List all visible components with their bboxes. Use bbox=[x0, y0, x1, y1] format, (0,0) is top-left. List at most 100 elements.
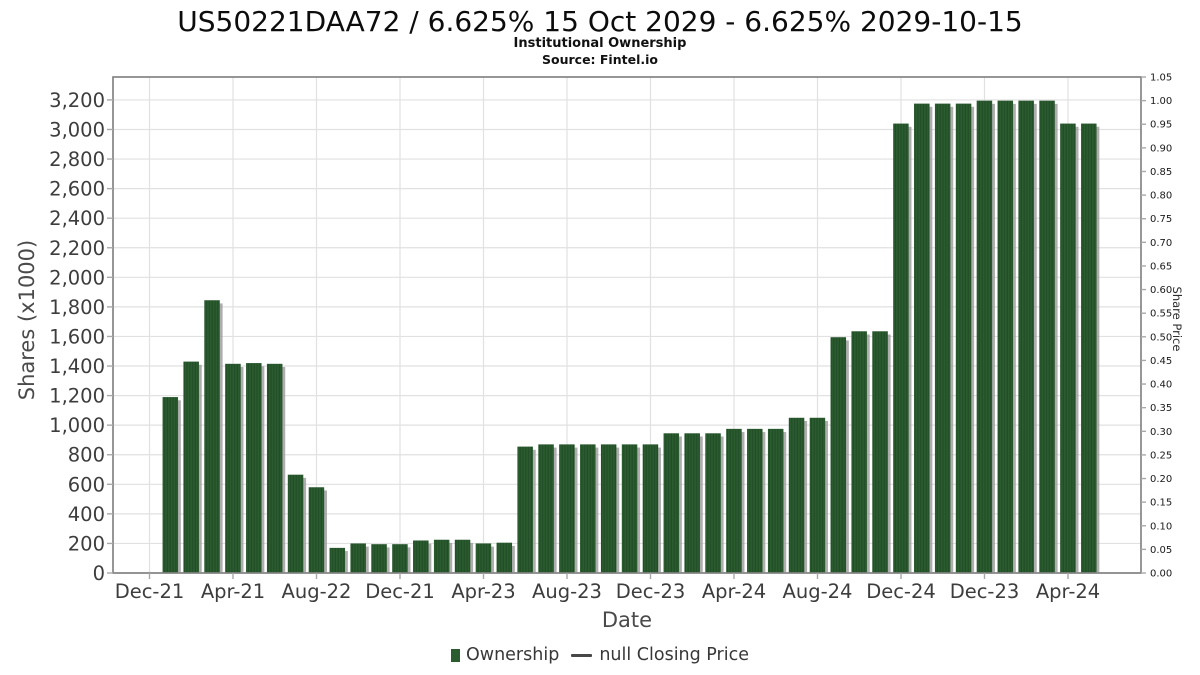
ownership-bar[interactable] bbox=[726, 428, 742, 573]
y-axis-tick-label-left: 2,600 bbox=[49, 178, 105, 201]
x-axis-tick-label: Dec-21 bbox=[115, 580, 185, 603]
x-axis-tick-label: Dec-24 bbox=[866, 580, 936, 603]
ownership-bar[interactable] bbox=[851, 331, 867, 573]
ownership-bar[interactable] bbox=[287, 474, 304, 573]
ownership-bar[interactable] bbox=[1018, 100, 1034, 574]
y-axis-tick-label-left: 1,200 bbox=[49, 385, 105, 408]
chart-title: US50221DAA72 / 6.625% 15 Oct 2029 - 6.62… bbox=[177, 5, 1023, 38]
y-axis-tick-label-left: 2,400 bbox=[49, 207, 105, 230]
ownership-bar[interactable] bbox=[663, 433, 680, 573]
bars-group bbox=[162, 100, 1100, 574]
legend-item-closing-price[interactable]: null Closing Price bbox=[571, 645, 749, 665]
ownership-bar[interactable] bbox=[621, 444, 638, 573]
y-axis-tick-label-right: 0.05 bbox=[1150, 545, 1172, 556]
chart-source: Source: Fintel.io bbox=[542, 52, 658, 67]
y-axis-tick-label-left: 3,000 bbox=[49, 118, 105, 141]
y-axis-tick-label-right: 0.30 bbox=[1150, 427, 1172, 438]
y-axis-tick-label-left: 1,600 bbox=[49, 325, 105, 348]
ownership-bar[interactable] bbox=[914, 103, 930, 574]
ownership-bar[interactable] bbox=[580, 444, 596, 573]
y-axis-tick-label-right: 0.45 bbox=[1150, 356, 1172, 367]
x-axis-tick-label: Aug-22 bbox=[282, 580, 352, 603]
y-axis-tick-label-left: 2,000 bbox=[49, 266, 105, 289]
ownership-bar[interactable] bbox=[1060, 123, 1076, 573]
y-axis-tick-label-right: 0.00 bbox=[1150, 569, 1172, 580]
ownership-bar[interactable] bbox=[642, 444, 659, 573]
ownership-bar[interactable] bbox=[684, 433, 700, 573]
y-axis-tick-label-right: 0.70 bbox=[1150, 238, 1172, 249]
y-axis-tick-label-left: 0 bbox=[93, 562, 105, 585]
ownership-bar[interactable] bbox=[517, 446, 533, 573]
ownership-bar[interactable] bbox=[747, 428, 763, 573]
ownership-bar[interactable] bbox=[433, 539, 450, 573]
ownership-bar[interactable] bbox=[329, 547, 346, 573]
ownership-bar[interactable] bbox=[371, 544, 387, 573]
y-axis-tick-label-left: 1,000 bbox=[49, 414, 105, 437]
ownership-bar[interactable] bbox=[997, 100, 1014, 574]
y-axis-label-right: Share Price bbox=[1170, 286, 1184, 352]
y-axis-tick-label-right: 0.10 bbox=[1150, 521, 1172, 532]
ownership-bar[interactable] bbox=[162, 397, 179, 573]
y-axis-tick-label-left: 2,200 bbox=[49, 237, 105, 260]
x-axis-tick-label: Aug-23 bbox=[532, 580, 602, 603]
ownership-bar[interactable] bbox=[955, 103, 972, 574]
ownership-swatch-icon bbox=[450, 648, 460, 662]
y-axis-tick-label-right: 0.75 bbox=[1150, 214, 1172, 225]
ownership-bar[interactable] bbox=[788, 417, 805, 573]
ownership-bar[interactable] bbox=[225, 363, 241, 573]
y-axis-tick-label-right: 0.95 bbox=[1150, 120, 1172, 131]
y-axis-label-left: Shares (x1000) bbox=[15, 239, 39, 401]
ownership-bar[interactable] bbox=[767, 428, 784, 573]
ownership-bar[interactable] bbox=[538, 444, 554, 573]
ownership-bar[interactable] bbox=[308, 487, 325, 573]
x-axis-tick-label: Apr-24 bbox=[1036, 580, 1100, 603]
ownership-bar[interactable] bbox=[1039, 100, 1055, 574]
ownership-bar[interactable] bbox=[413, 540, 429, 573]
ownership-bar[interactable] bbox=[266, 363, 283, 573]
ownership-bar[interactable] bbox=[246, 363, 262, 573]
y-axis-tick-label-left: 800 bbox=[68, 444, 105, 467]
ownership-bar[interactable] bbox=[392, 544, 408, 573]
y-axis-tick-label-left: 200 bbox=[68, 532, 105, 555]
y-axis-tick-label-left: 2,800 bbox=[49, 148, 105, 171]
ownership-bar[interactable] bbox=[475, 543, 492, 573]
y-axis-tick-label-right: 0.20 bbox=[1150, 474, 1172, 485]
ownership-bar[interactable] bbox=[830, 337, 847, 573]
ownership-bar[interactable] bbox=[809, 417, 826, 573]
ownership-bar[interactable] bbox=[705, 433, 721, 573]
x-axis-tick-label: Dec-21 bbox=[365, 580, 435, 603]
y-axis-tick-label-left: 600 bbox=[68, 473, 105, 496]
x-axis-tick-label: Dec-23 bbox=[950, 580, 1020, 603]
y-axis-tick-label-left: 1,800 bbox=[49, 296, 105, 319]
y-axis-tick-label-right: 0.60 bbox=[1150, 285, 1172, 296]
legend-item-ownership[interactable]: Ownership bbox=[450, 645, 560, 665]
x-axis-tick-label: Apr-21 bbox=[201, 580, 265, 603]
ownership-bar[interactable] bbox=[976, 100, 993, 574]
ownership-bar[interactable] bbox=[204, 300, 220, 573]
y-axis-tick-label-right: 1.00 bbox=[1150, 96, 1172, 107]
ownership-bar[interactable] bbox=[559, 444, 575, 573]
ownership-bar[interactable] bbox=[934, 103, 951, 574]
ownership-bar[interactable] bbox=[1081, 123, 1097, 573]
left-axis-ticks: 0 200 400 600 800 1,000 1,200 1,400 1,600 1,800 2,… bbox=[49, 89, 113, 585]
y-axis-tick-label-right: 0.50 bbox=[1150, 332, 1172, 343]
legend-ownership-label: Ownership bbox=[465, 645, 560, 665]
y-axis-tick-label-right: 0.15 bbox=[1150, 498, 1172, 509]
legend-price-label: null Closing Price bbox=[599, 645, 750, 665]
legend: Ownership null Closing Price bbox=[0, 645, 1200, 665]
x-axis-tick-label: Aug-24 bbox=[783, 580, 853, 603]
price-line-icon bbox=[571, 653, 593, 657]
ownership-bar[interactable] bbox=[496, 542, 513, 573]
ownership-bar[interactable] bbox=[600, 444, 617, 573]
x-axis-tick-label: Apr-23 bbox=[451, 580, 515, 603]
ownership-bar[interactable] bbox=[872, 331, 888, 573]
ownership-bar[interactable] bbox=[893, 123, 909, 573]
ownership-bar[interactable] bbox=[454, 539, 471, 573]
ownership-bar[interactable] bbox=[350, 543, 366, 573]
y-axis-tick-label-right: 1.05 bbox=[1150, 73, 1172, 84]
y-axis-tick-label-right: 0.25 bbox=[1150, 450, 1172, 461]
ownership-bar[interactable] bbox=[183, 361, 199, 573]
y-axis-tick-label-left: 400 bbox=[68, 503, 105, 526]
